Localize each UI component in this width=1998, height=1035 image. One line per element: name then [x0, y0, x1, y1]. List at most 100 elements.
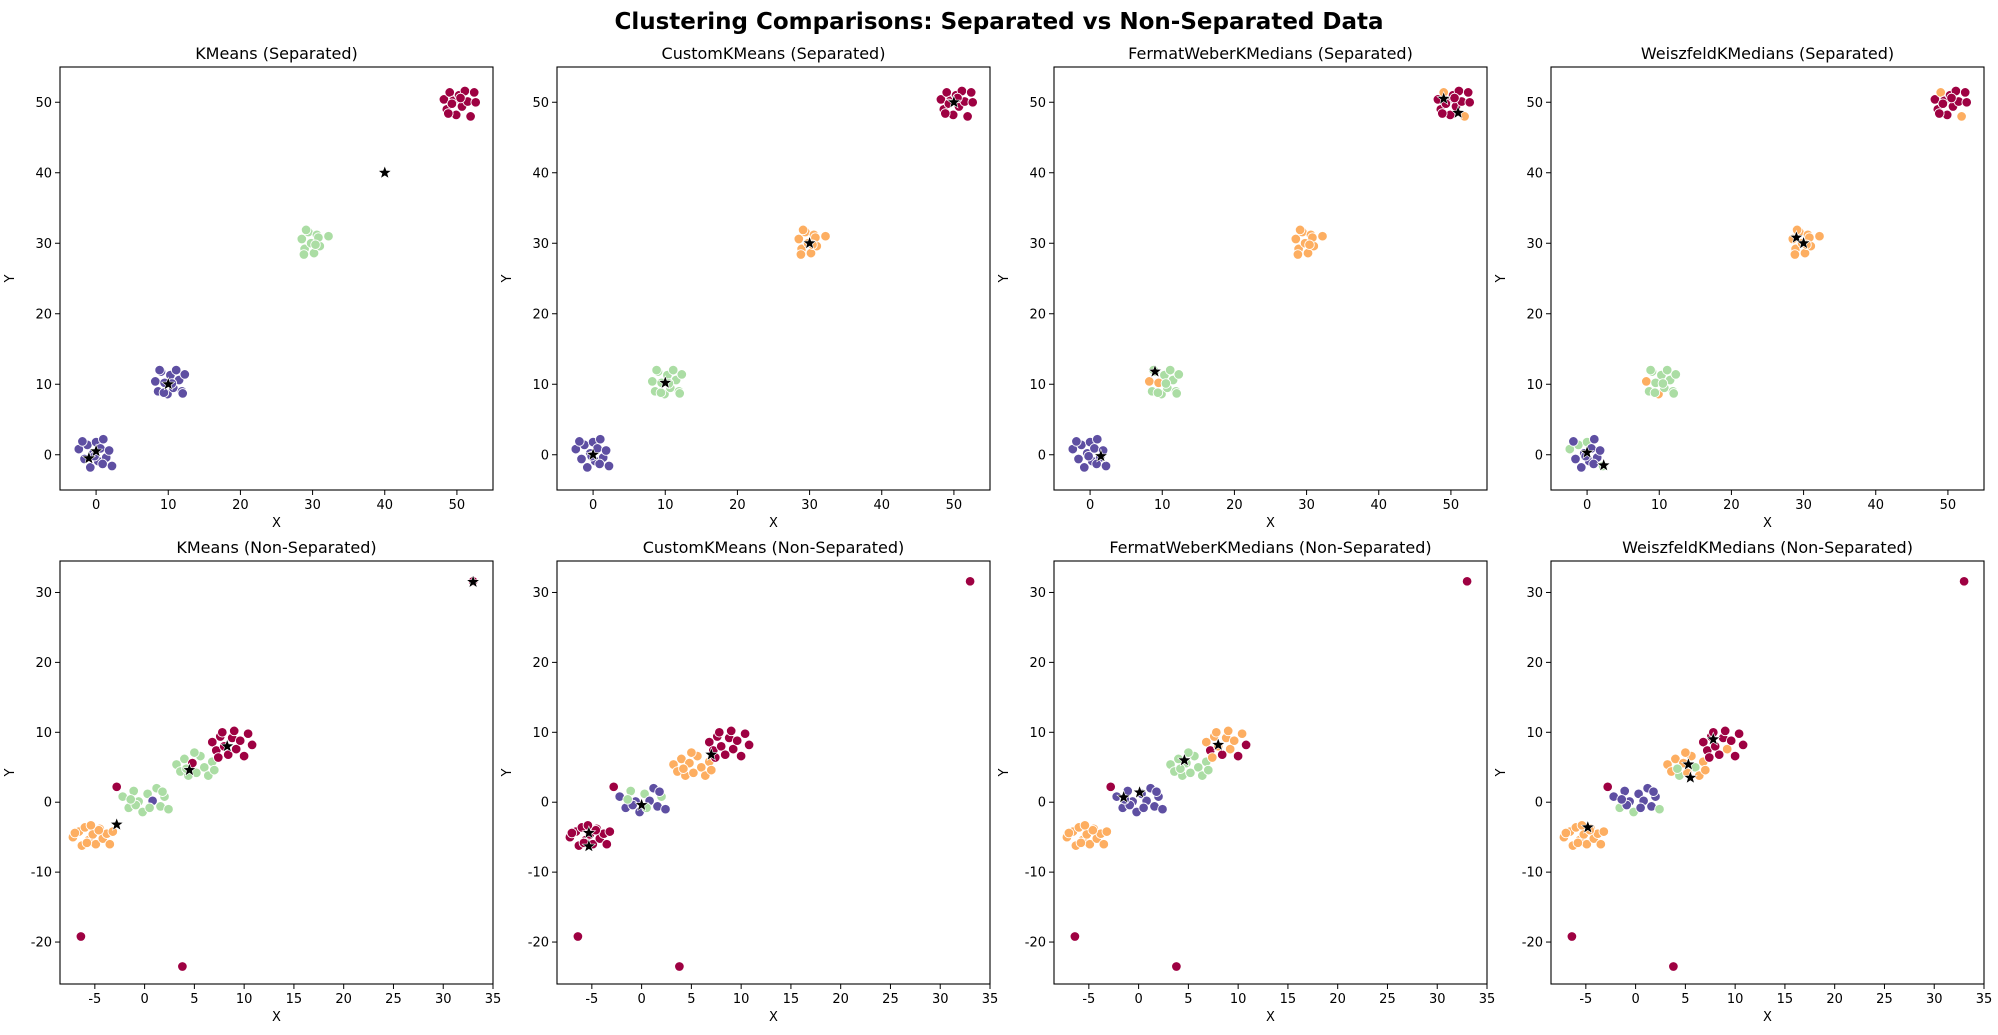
data-point	[820, 230, 831, 242]
x-axis-label: X	[1266, 516, 1275, 531]
x-tick-label: 30	[1298, 498, 1315, 513]
data-point	[1721, 743, 1733, 755]
centroid-star	[160, 376, 176, 391]
data-point	[704, 736, 715, 748]
data-point	[158, 387, 170, 398]
x-tick-label: 50	[946, 498, 963, 513]
data-point	[1240, 739, 1252, 751]
data-point	[595, 433, 606, 445]
data-point	[310, 239, 321, 250]
data-point	[179, 753, 190, 765]
data-point	[965, 87, 977, 98]
centroid-star	[1682, 769, 1698, 785]
panel-title: KMeans (Separated)	[195, 44, 358, 63]
y-tick-label: 40	[35, 166, 52, 181]
data-point	[940, 108, 951, 119]
x-tick-label: 50	[1443, 498, 1460, 513]
data-point	[85, 820, 97, 831]
centroid-star	[703, 746, 719, 762]
x-tick-label: 0	[92, 498, 100, 513]
data-point	[1959, 87, 1971, 98]
data-point	[714, 727, 725, 738]
data-point	[1193, 762, 1204, 773]
data-point	[230, 743, 242, 755]
x-tick-label: 25	[1876, 992, 1893, 1007]
centroid-star	[1093, 448, 1109, 463]
data-point	[667, 364, 679, 376]
x-tick-label: 35	[1976, 992, 1993, 1007]
data-point	[582, 462, 593, 473]
x-tick-label: 0	[1134, 992, 1142, 1007]
x-tick-label: 30	[1795, 498, 1812, 513]
y-tick-label: 20	[1029, 656, 1046, 671]
data-point	[446, 98, 458, 109]
data-point	[1560, 827, 1572, 839]
data-point	[1224, 743, 1236, 755]
data-point	[246, 739, 258, 751]
x-tick-label: 10	[1651, 498, 1668, 513]
data-point	[1956, 111, 1967, 122]
data-point	[743, 739, 755, 751]
y-tick-label: 30	[35, 237, 52, 252]
y-tick-label: 50	[1029, 96, 1046, 111]
y-tick-label: -20	[528, 936, 549, 951]
panel-title: FermatWeberKMedians (Separated)	[1128, 44, 1413, 63]
data-point	[1173, 369, 1185, 380]
data-point	[1570, 453, 1581, 465]
panel-8: WeiszfeldKMedians (Non-Separated) -5 0 5 10 1…	[1494, 538, 1992, 1025]
data-point	[1934, 108, 1945, 119]
x-tick-label: -5	[88, 992, 101, 1007]
x-tick-label: 30	[801, 498, 818, 513]
plot-frame	[556, 66, 991, 491]
data-point	[157, 786, 168, 797]
data-point	[574, 436, 585, 447]
data-point	[1733, 728, 1745, 739]
plot-frame	[59, 560, 494, 985]
centroid-star	[1116, 789, 1132, 804]
x-axis-label: X	[272, 1010, 281, 1025]
x-tick-label: 0	[1086, 498, 1094, 513]
data-point	[1462, 87, 1474, 98]
data-point	[1144, 376, 1155, 387]
data-point	[622, 794, 633, 805]
y-tick-label: 10	[532, 378, 549, 393]
y-axis-label: Y	[997, 274, 1012, 283]
outlier-point	[177, 961, 188, 972]
panel-title: KMeans (Non-Separated)	[176, 538, 376, 557]
plot-frame	[1550, 560, 1985, 985]
centroid-star	[1788, 229, 1804, 245]
centroid-star	[1796, 235, 1812, 250]
y-tick-label: 20	[532, 307, 549, 322]
data-point	[81, 837, 93, 849]
data-point	[1437, 108, 1448, 119]
plot-frame	[1053, 560, 1488, 985]
y-tick-label: 30	[1029, 237, 1046, 252]
x-tick-label: 40	[873, 498, 890, 513]
data-point	[674, 388, 685, 399]
x-tick-label: 20	[1226, 498, 1243, 513]
data-point	[1449, 92, 1460, 104]
y-tick-label: 0	[44, 448, 52, 463]
outlier-point	[1105, 781, 1116, 793]
data-point	[1100, 460, 1112, 472]
x-tick-label: 30	[932, 992, 949, 1007]
y-tick-label: 30	[35, 586, 52, 601]
x-tick-label: 0	[589, 498, 597, 513]
data-point	[1211, 727, 1222, 738]
data-point	[104, 838, 116, 850]
figure-title: Clustering Comparisons: Separated vs Non…	[614, 9, 1383, 35]
data-point	[793, 233, 805, 245]
data-point	[1207, 752, 1218, 763]
x-tick-label: 15	[1280, 992, 1297, 1007]
data-point	[1222, 725, 1234, 737]
data-point	[1075, 837, 1087, 849]
centroid-star	[1436, 90, 1452, 106]
y-tick-label: 30	[1526, 586, 1543, 601]
data-point	[1641, 376, 1652, 387]
data-point	[300, 224, 312, 236]
data-point	[1292, 249, 1304, 260]
y-tick-label: 20	[1526, 656, 1543, 671]
y-tick-label: 30	[532, 237, 549, 252]
outlier-point	[1566, 931, 1578, 942]
centroid-star	[581, 838, 597, 853]
